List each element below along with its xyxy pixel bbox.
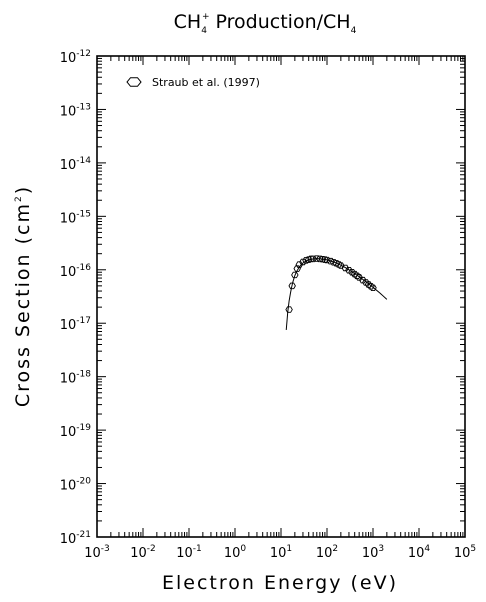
y-tick-label: 10-13 <box>60 102 91 119</box>
data-point <box>345 267 353 274</box>
y-tick-label: 10-18 <box>60 370 92 387</box>
y-tick-label: 10-19 <box>60 423 92 440</box>
data-point <box>369 284 377 292</box>
y-tick-label: 10-21 <box>60 530 91 547</box>
data-point <box>359 276 367 284</box>
data-point <box>335 261 343 268</box>
y-tick-label: 10-20 <box>60 477 92 494</box>
y-tick-label: 10-15 <box>60 209 91 226</box>
chart-title: CH4+ Production/CH4 <box>174 11 357 36</box>
data-points <box>285 255 377 313</box>
data-point <box>367 283 375 290</box>
x-tick-label: 101 <box>270 544 292 561</box>
x-axis-tick-labels: 10-3 10-2 10-1 100 101 102 103 104 105 <box>84 544 476 561</box>
data-point <box>299 258 307 266</box>
legend-marker-hexagon <box>126 77 142 87</box>
y-axis-tick-labels: 10-12 10-13 10-14 10-15 10-16 10-17 10-18 10-19… <box>60 49 92 547</box>
data-point <box>288 282 296 290</box>
data-point <box>341 264 350 272</box>
x-tick-label: 105 <box>454 544 476 561</box>
x-tick-label: 104 <box>408 544 431 561</box>
data-point <box>302 257 310 264</box>
legend: Straub et al. (1997) <box>126 76 260 89</box>
data-point <box>285 306 293 313</box>
x-tick-label: 10-3 <box>84 544 110 561</box>
x-axis-ticks <box>96 56 464 537</box>
plot-frame <box>96 55 466 538</box>
data-point <box>291 271 299 279</box>
data-point <box>355 274 363 281</box>
legend-label: Straub et al. (1997) <box>152 76 260 89</box>
x-tick-label: 10-2 <box>130 544 156 561</box>
x-tick-label: 103 <box>362 544 384 561</box>
data-point <box>293 265 301 272</box>
data-point <box>326 257 335 265</box>
y-tick-label: 10-16 <box>60 263 92 280</box>
data-point <box>353 272 361 280</box>
y-tick-label: 10-17 <box>60 316 91 333</box>
y-axis-label: Cross Section (cm2) <box>12 185 34 407</box>
data-point <box>295 261 304 268</box>
y-axis-ticks <box>97 57 465 538</box>
data-point <box>330 259 338 266</box>
x-tick-label: 10-1 <box>176 544 202 561</box>
fit-line <box>285 258 388 330</box>
x-axis-label: Electron Energy (eV) <box>162 572 398 594</box>
data-point <box>362 279 370 286</box>
data-point <box>304 256 313 263</box>
x-tick-label: 102 <box>316 544 338 561</box>
x-tick-label: 100 <box>224 544 247 561</box>
y-tick-label: 10-12 <box>60 49 91 66</box>
y-tick-label: 10-14 <box>60 156 92 173</box>
data-point <box>348 269 356 276</box>
